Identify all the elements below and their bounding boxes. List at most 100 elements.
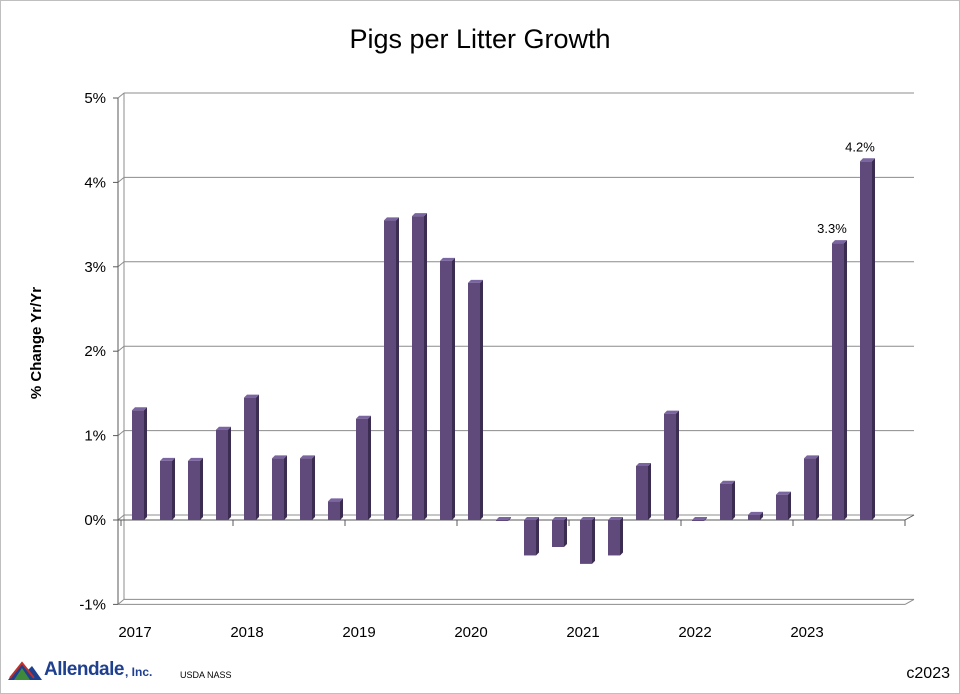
- bar-front: [412, 216, 424, 520]
- bar: [188, 457, 203, 520]
- bar-front: [272, 458, 284, 520]
- bar-top: [804, 455, 819, 459]
- bar-front: [804, 458, 816, 520]
- bar-front: [832, 243, 844, 520]
- bar-top: [412, 213, 427, 217]
- bar-side: [284, 455, 287, 520]
- bar: [440, 257, 455, 520]
- bar-front: [776, 494, 788, 520]
- bar-front: [748, 514, 760, 520]
- bar-front: [244, 397, 256, 520]
- y-tick-label: 5%: [84, 90, 106, 107]
- bar: [552, 517, 567, 548]
- allendale-logo: Allendale , Inc.: [8, 655, 152, 685]
- mountain-logo-icon: [8, 661, 42, 680]
- bar: [272, 455, 287, 520]
- bar-top: [216, 426, 231, 430]
- bar-side: [732, 480, 735, 520]
- bar-front: [664, 413, 676, 520]
- copyright-note: c2023: [906, 665, 950, 682]
- bar: [860, 158, 875, 521]
- gridline-depth: [117, 92, 125, 99]
- y-tick-label: 1%: [84, 428, 106, 445]
- bar-front: [692, 520, 704, 521]
- bar-top: [832, 240, 847, 244]
- bar: [692, 517, 707, 521]
- labels: -1% 0% 1% 2% 3% 4% 5% 2017 2018 2019 2020 2021 2022 2…: [28, 90, 875, 641]
- bar-side: [760, 511, 763, 520]
- bar-side: [844, 240, 847, 520]
- bar: [412, 213, 427, 520]
- data-label: 3.3%: [817, 221, 847, 236]
- bar-top: [440, 257, 455, 261]
- bar-top: [524, 517, 539, 520]
- bar: [244, 394, 259, 520]
- x-tick-label: 2017: [118, 624, 151, 641]
- gridlines: [117, 92, 914, 605]
- bar: [132, 407, 147, 520]
- bar-side: [676, 410, 679, 520]
- y-tick-label: -1%: [79, 596, 106, 613]
- bar-top: [384, 217, 399, 221]
- bars: [132, 158, 875, 564]
- y-tick-label: 2%: [84, 343, 106, 360]
- bar-top: [552, 517, 567, 520]
- x-tick-label: 2019: [342, 624, 375, 641]
- bar-front: [328, 501, 340, 520]
- data-label: 4.2%: [845, 139, 875, 154]
- logo-suffix: , Inc.: [124, 665, 153, 679]
- bar-top: [496, 517, 511, 520]
- gridline-depth: [117, 345, 125, 352]
- x-tick-label: 2022: [678, 624, 711, 641]
- floor-depth: [904, 598, 915, 605]
- bar-side: [480, 279, 483, 520]
- bar-side: [648, 462, 651, 520]
- bar-side: [312, 455, 315, 520]
- bar-front: [496, 520, 508, 521]
- bar-front: [524, 520, 536, 556]
- bar: [720, 480, 735, 520]
- bar-top: [748, 511, 763, 515]
- bar-front: [720, 483, 732, 520]
- bar-side: [536, 517, 539, 556]
- bar: [636, 462, 651, 520]
- bar: [608, 517, 623, 556]
- bar: [216, 426, 231, 520]
- bar: [356, 415, 371, 520]
- bar-front: [552, 520, 564, 548]
- bar-side: [564, 517, 567, 548]
- bar-front: [636, 465, 648, 520]
- x-axis-depth: [904, 514, 915, 521]
- bar-front: [356, 418, 368, 520]
- bar-top: [244, 394, 259, 398]
- gridline-depth: [117, 514, 125, 521]
- y-tick-label: 4%: [84, 174, 106, 191]
- bar-side: [704, 517, 707, 521]
- bar-top: [776, 491, 791, 495]
- bar-top: [132, 407, 147, 411]
- bar: [580, 517, 595, 564]
- bar: [496, 517, 511, 521]
- bar-top: [356, 415, 371, 419]
- bar: [524, 517, 539, 556]
- bar-side: [200, 457, 203, 520]
- bar-front: [468, 282, 480, 520]
- bar-top: [636, 462, 651, 466]
- bar-front: [440, 260, 452, 520]
- bar: [776, 491, 791, 520]
- gridline-depth: [117, 177, 125, 183]
- logo-text: Allendale: [44, 659, 124, 680]
- bar-top: [692, 517, 707, 520]
- x-tick-label: 2020: [454, 624, 487, 641]
- bar-side: [788, 491, 791, 520]
- bar-top: [160, 457, 175, 461]
- gridline-depth: [117, 599, 125, 605]
- bar-side: [592, 517, 595, 564]
- y-tick-label: 3%: [84, 259, 106, 276]
- bar-side: [872, 158, 875, 521]
- x-tick-label: 2021: [566, 624, 599, 641]
- bar-side: [816, 455, 819, 520]
- bar-front: [132, 410, 144, 520]
- axes: [113, 93, 915, 605]
